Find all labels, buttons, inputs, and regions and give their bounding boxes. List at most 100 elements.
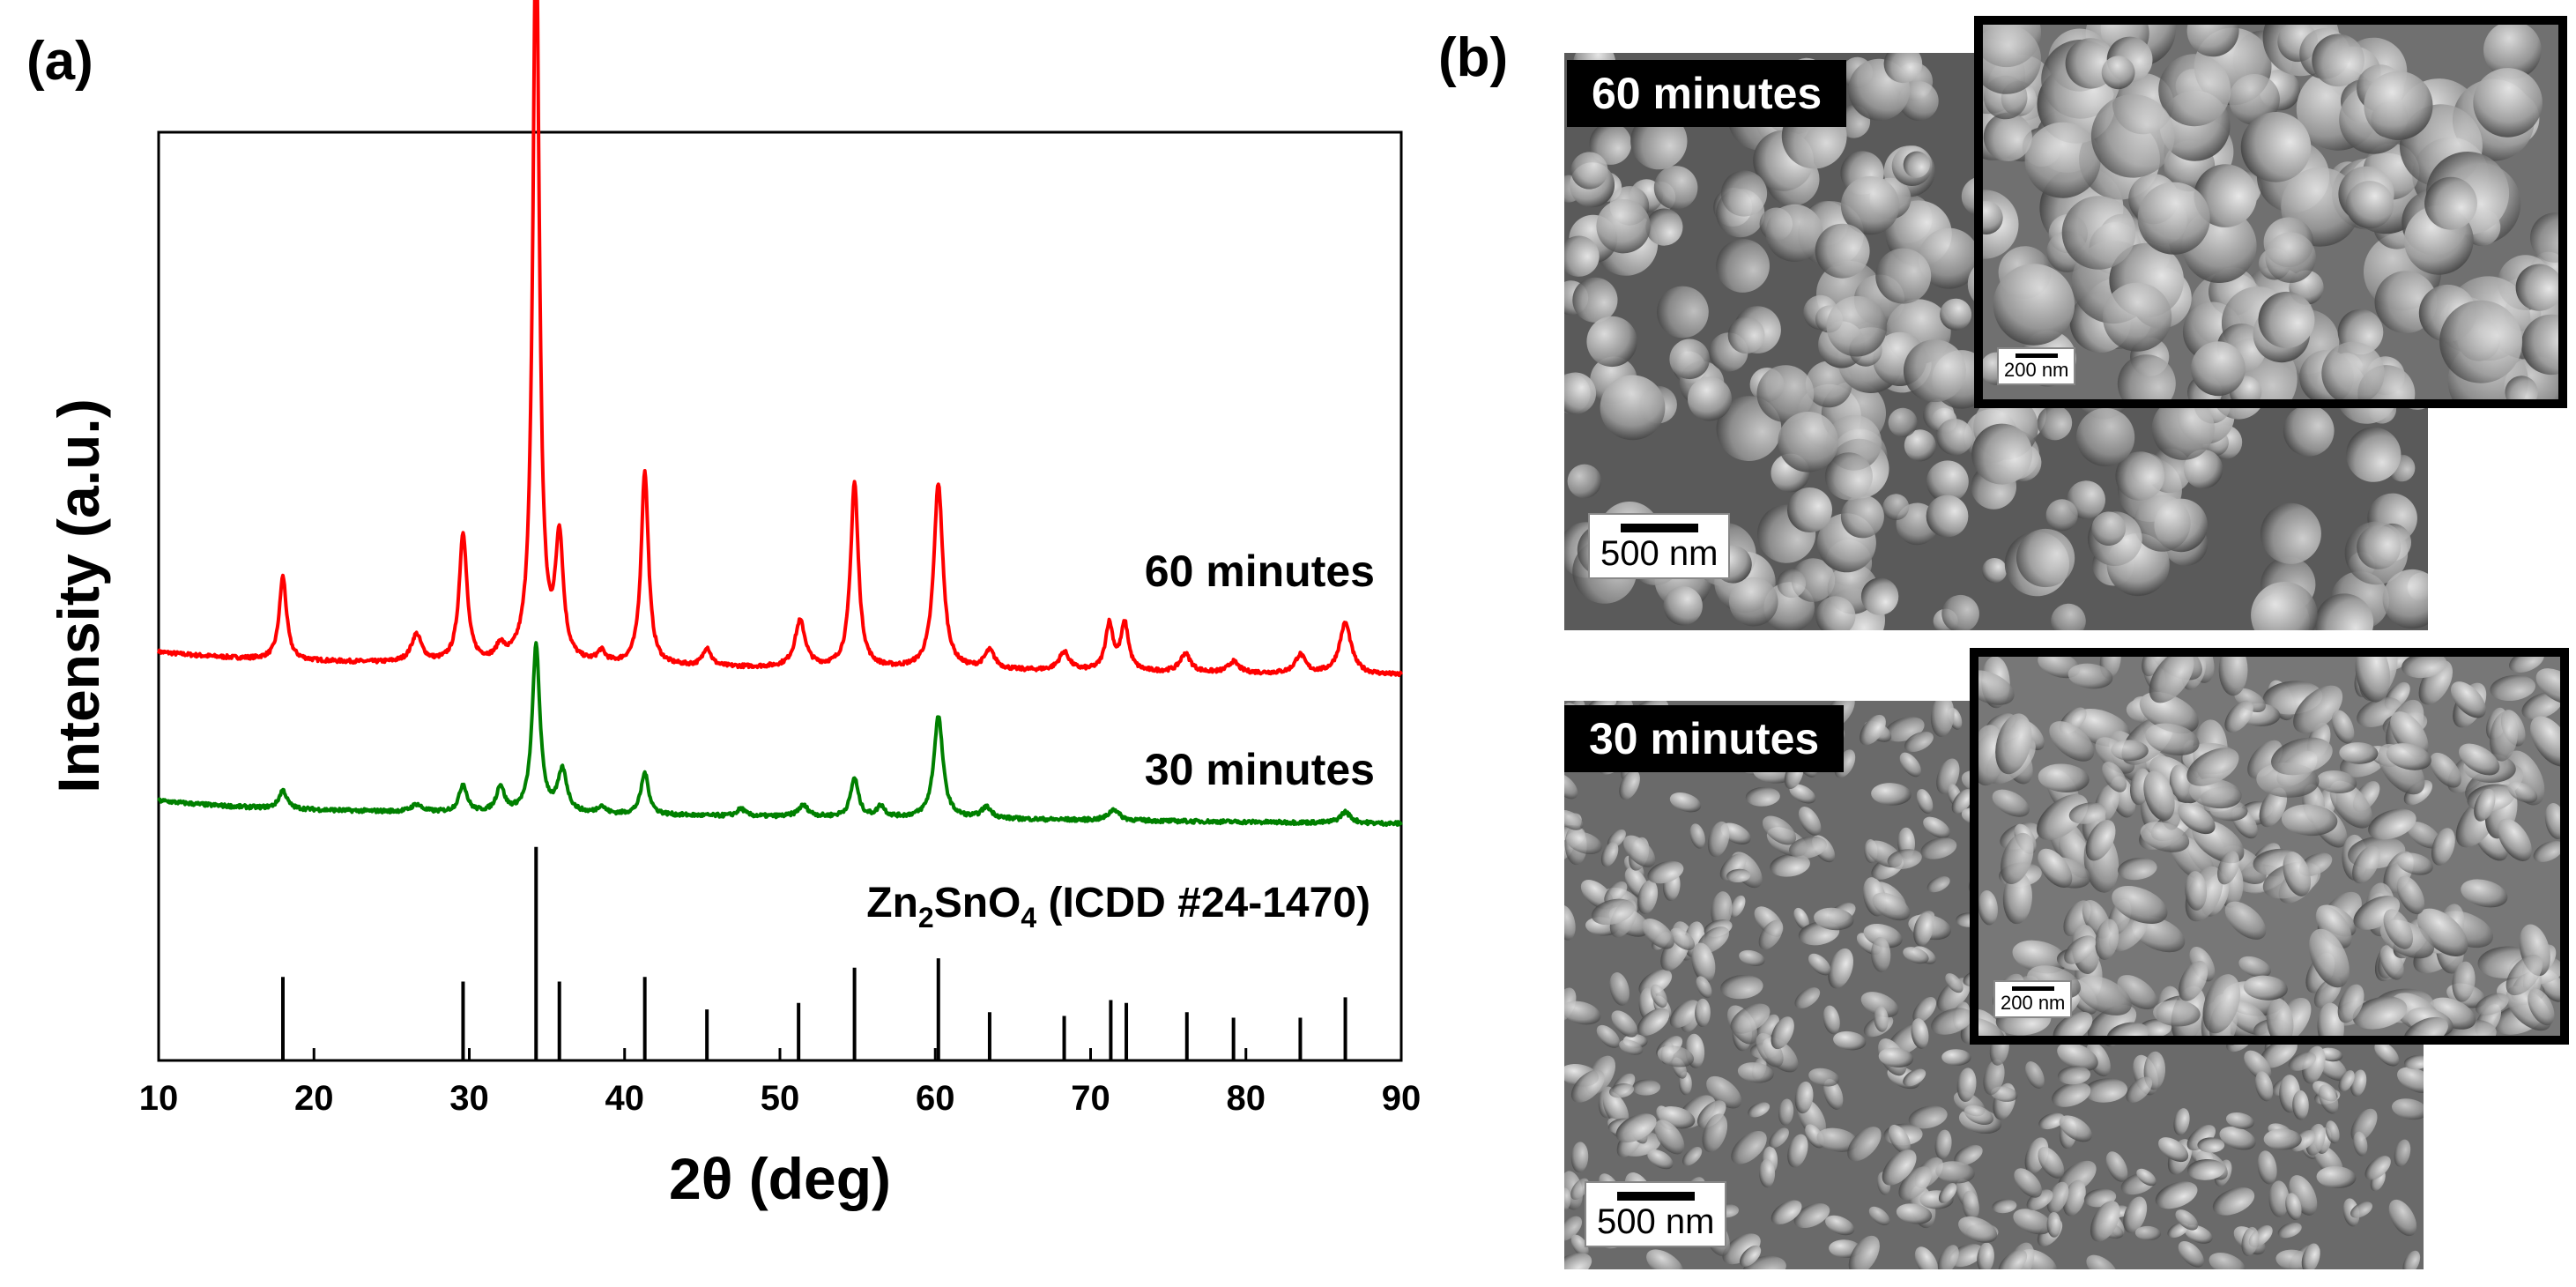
sem-particle [2045,499,2078,532]
sem-particle [1992,789,2030,817]
sem-particle [1962,1190,1979,1221]
sem-particle [1619,770,1640,800]
sem-particle [1941,1049,1971,1066]
sem-particle [1731,1130,1767,1164]
sem-particle [1934,1129,1952,1159]
sem-particle [1570,1142,1589,1173]
sem-particle [1816,1127,1859,1152]
sem-particle [1926,460,1969,503]
sem-particle [2158,54,2231,127]
sem-particle [2102,762,2127,792]
sem-particle [1748,1102,1771,1118]
sem-particle [1564,773,1578,800]
sem-particle [2194,164,2258,227]
sem-particle [2452,961,2476,1002]
sem-particle [1570,152,1608,190]
sem-inset-texture-30 [1978,657,2560,1036]
sem-particle [2190,341,2246,397]
sem-particle [1564,235,1600,277]
sem-particle [2483,25,2542,79]
sem-particle [2402,1250,2421,1269]
sem-particle [1878,1047,1914,1068]
x-tick-label: 50 [761,1079,800,1118]
sem-particle [2075,407,2135,467]
sem-particle [1903,151,1930,178]
sem-particle [1787,487,1832,532]
sem-particle [1647,860,1684,884]
sem-particle [1828,948,1854,989]
sem-particle [2197,1137,2225,1153]
sem-particle [2374,1041,2400,1067]
sem-particle [2111,740,2149,762]
sem-particle [1716,239,1770,293]
sem-particle [1730,1003,1771,1034]
sem-particle [1650,984,1667,1008]
sem-particle [1564,1216,1583,1241]
x-axis-ticks: 10 20 30 40 50 60 70 80 90 [139,1048,1421,1118]
sem-particle [1794,987,1821,1009]
sem-particle [1570,1178,1589,1201]
sem-particle [1945,973,1964,993]
sem-particle [2068,802,2106,824]
sem-particle [1936,419,1973,456]
sem-particle [2350,1201,2373,1218]
sem-particle [1611,1010,1638,1038]
sem-particle [2507,781,2538,803]
sem-particle [1647,1149,1674,1170]
sem-particle [2450,681,2486,718]
scalebar-bar [1616,1192,1695,1201]
sem-particle [1745,786,1780,807]
sem-particle [2240,112,2312,182]
sem-particle [1888,1124,1911,1154]
sem-particle [2288,1052,2317,1071]
reference-pattern [281,846,1347,1060]
sem-particle [2013,1209,2053,1235]
sem-particle [1615,1113,1657,1142]
sem-particle [2117,975,2157,1010]
sem-particle [1848,1235,1880,1269]
sem-particle [1794,1081,1814,1114]
sem-particle [1923,816,1950,838]
sem-particle [1860,992,1899,1018]
sem-particle [1860,577,1899,615]
sem-particle [2001,832,2034,884]
sem-particle [2186,1125,2216,1151]
sem-particle [2238,956,2271,978]
sem-particle [1688,376,1732,421]
sem-particle [1567,464,1602,499]
sem-particle [2497,818,2532,861]
sem-particle [1912,996,1937,1023]
sem-particle [2185,871,2208,911]
sem-particle [2183,449,2223,489]
sem-particle [2390,711,2429,758]
sem-particle [2325,1120,2340,1144]
x-tick-label: 80 [1227,1079,1266,1118]
sem-particle [1770,853,1810,877]
sem-particle [1874,1006,1889,1032]
sem-particle [2355,657,2391,703]
sem-particle [1619,1039,1644,1055]
sem-particle [2396,852,2433,875]
sem-particle [1696,1100,1726,1128]
sem-particle [2544,802,2560,840]
sem-particle [1720,974,1763,1000]
sem-particle [1778,1098,1794,1126]
sem-particle [1759,1158,1776,1188]
x-tick-label: 70 [1071,1079,1110,1118]
sem-particle [1630,112,1688,170]
sem-particle [1696,976,1712,999]
sem-particle [1808,953,1831,976]
sem-particle [2331,710,2355,744]
scalebar-text: 500 nm [1600,534,1719,573]
sem-particle [1826,295,1888,357]
scalebar-500nm-bottom: 500 nm [1585,1181,1727,1247]
sem-particle [2301,1243,2320,1269]
sem-particle [2108,914,2148,952]
sem-particle [2155,1181,2198,1209]
sem-particle [1951,789,1973,814]
sem-particle [2316,770,2357,794]
sem-particle [2134,1225,2161,1241]
sem-particle [2293,685,2343,733]
sem-particle [2386,743,2431,770]
sem-particle [1903,947,1929,964]
